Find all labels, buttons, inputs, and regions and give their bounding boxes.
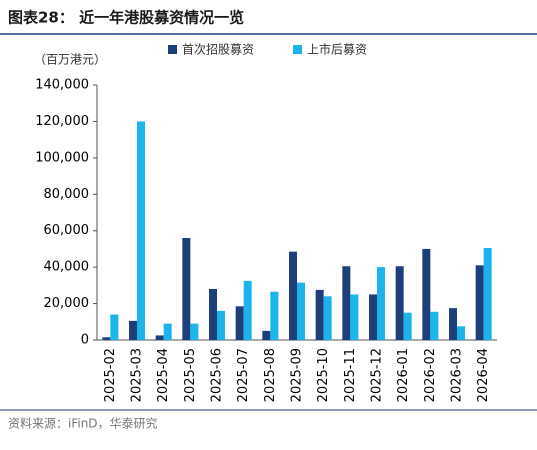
bar xyxy=(315,289,324,340)
y-axis-label: （百万港元） xyxy=(34,53,106,67)
y-tick-label: 140,000 xyxy=(35,78,89,93)
bar xyxy=(102,337,111,340)
y-tick-label: 0 xyxy=(81,333,89,348)
bar xyxy=(182,238,191,340)
bar xyxy=(430,311,439,340)
y-tick-label: 100,000 xyxy=(35,150,89,165)
bar xyxy=(190,323,199,340)
bar xyxy=(449,308,457,340)
bar xyxy=(163,323,172,340)
x-tick-label: 2025-07 xyxy=(236,348,251,402)
bar xyxy=(483,248,492,340)
bar xyxy=(209,289,217,340)
bar xyxy=(475,265,484,340)
x-tick-label: 2026-04 xyxy=(476,348,491,402)
source: 资料来源：iFinD，华泰研究 xyxy=(8,416,158,431)
legend-label: 上市后募资 xyxy=(307,42,367,57)
x-tick-label: 2025-11 xyxy=(343,348,358,402)
x-tick-label: 2026-03 xyxy=(450,348,465,402)
x-tick-label: 2025-12 xyxy=(370,348,385,402)
bar xyxy=(297,282,305,340)
bar xyxy=(342,266,351,340)
y-tick-label: 120,000 xyxy=(35,114,89,129)
bar xyxy=(457,326,465,340)
bar xyxy=(262,330,271,340)
chart-title: 图表28： 近一年港股募资情况一览 xyxy=(8,9,244,27)
bar xyxy=(323,296,332,340)
bar xyxy=(110,314,119,340)
bar xyxy=(217,310,225,340)
bar xyxy=(243,280,252,340)
bar xyxy=(155,335,164,340)
x-tick-label: 2025-06 xyxy=(210,348,225,402)
bar xyxy=(350,294,359,340)
x-tick-label: 2025-03 xyxy=(130,348,145,402)
bar xyxy=(235,306,244,340)
x-tick-label: 2025-08 xyxy=(263,348,278,402)
x-tick-label: 2025-10 xyxy=(316,348,331,402)
bar xyxy=(270,291,279,340)
bar xyxy=(377,267,385,340)
bar xyxy=(369,294,377,340)
legend-label: 首次招股募资 xyxy=(182,43,254,57)
x-tick-label: 2025-09 xyxy=(290,348,305,402)
y-tick-label: 20,000 xyxy=(44,296,90,311)
x-tick-label: 2026-01 xyxy=(396,348,411,402)
bar xyxy=(289,251,297,340)
legend-swatch xyxy=(293,45,302,54)
bar xyxy=(129,320,137,340)
bar xyxy=(422,248,431,340)
x-tick-label: 2025-05 xyxy=(183,348,198,402)
x-tick-label: 2025-04 xyxy=(156,348,171,402)
x-tick-label: 2026-02 xyxy=(423,348,438,402)
bar xyxy=(137,121,145,340)
bar xyxy=(403,312,412,340)
y-tick-label: 40,000 xyxy=(44,260,90,275)
bar xyxy=(395,266,404,340)
x-tick-label: 2025-02 xyxy=(103,348,118,402)
legend-swatch xyxy=(168,45,177,54)
y-tick-label: 80,000 xyxy=(44,187,90,202)
y-tick-label: 60,000 xyxy=(44,223,90,238)
